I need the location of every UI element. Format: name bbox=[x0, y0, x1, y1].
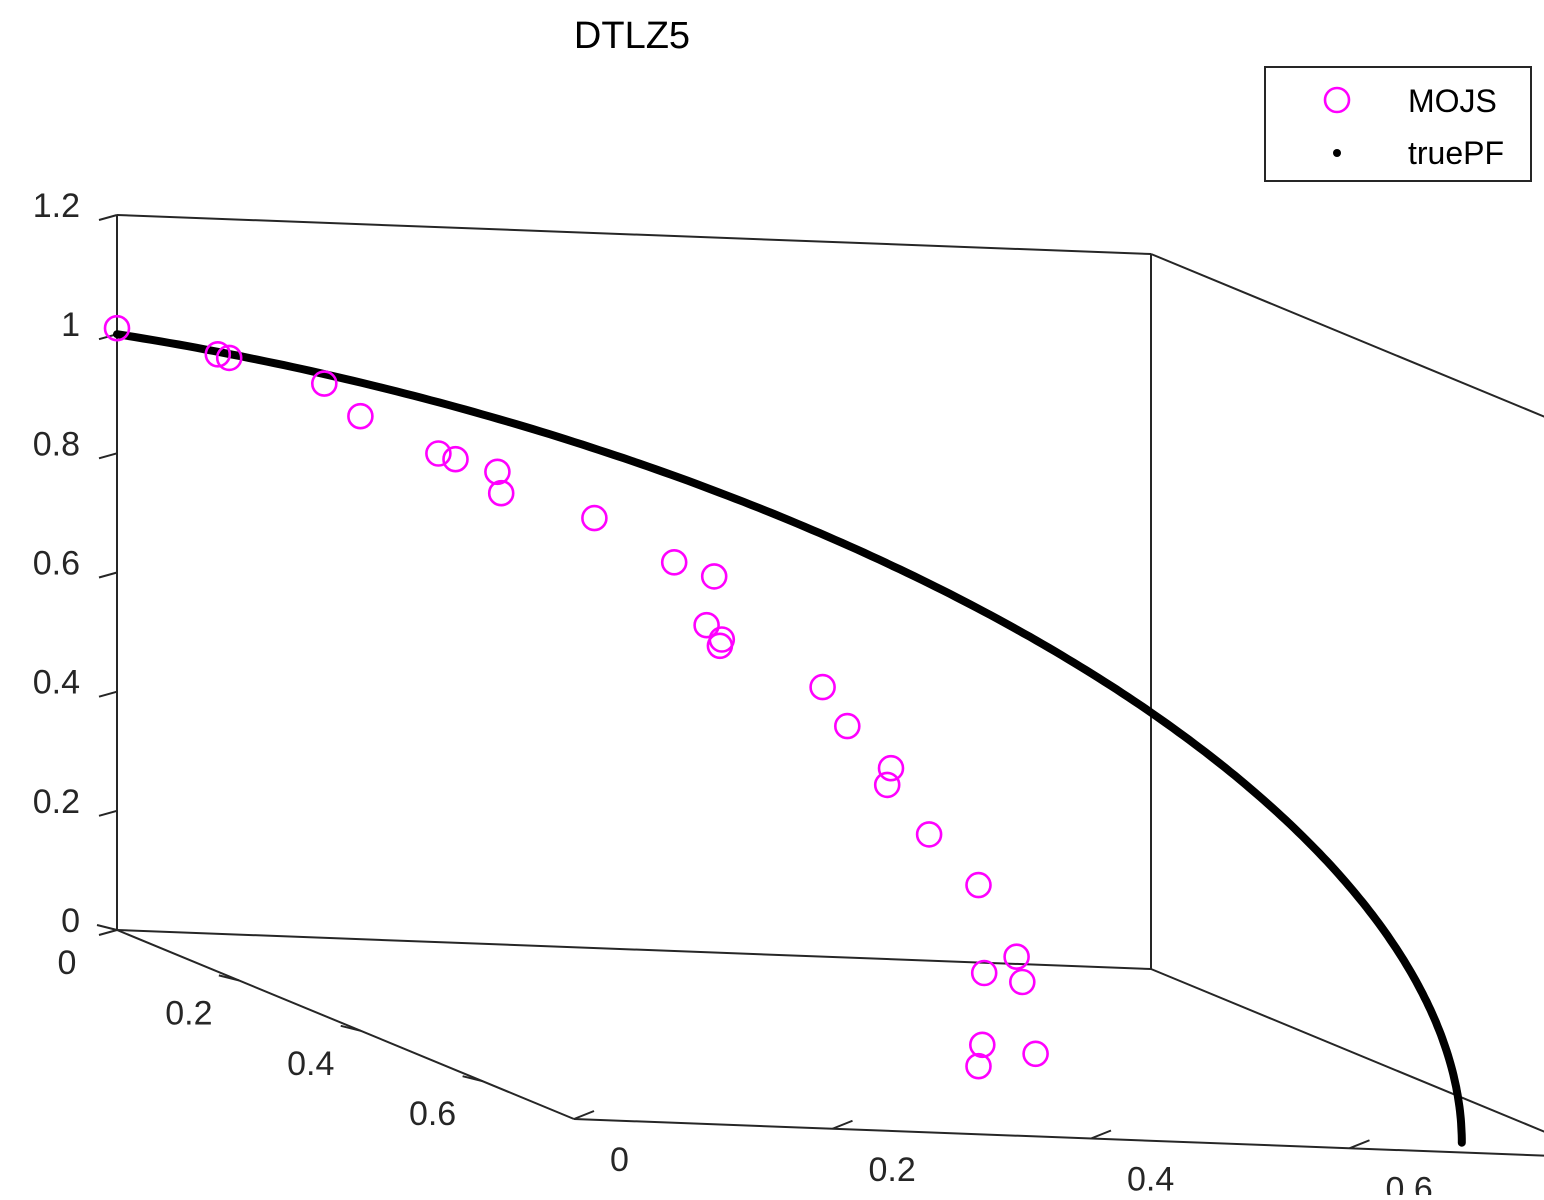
mojs-point bbox=[204, 340, 232, 368]
legend: MOJS truePF bbox=[1264, 66, 1532, 182]
mojs-point bbox=[706, 632, 734, 660]
y-tick-mark bbox=[1349, 1139, 1370, 1150]
z-tick-mark bbox=[98, 452, 118, 460]
axes-box bbox=[116, 214, 1544, 1157]
y-tick-label: 0.6 bbox=[1386, 1170, 1433, 1195]
mojs-point bbox=[968, 1031, 996, 1059]
mojs-point bbox=[915, 821, 943, 848]
x-tick-mark bbox=[96, 924, 118, 931]
mojs-point bbox=[970, 959, 998, 987]
mojs-point bbox=[581, 504, 608, 532]
legend-truepf-marker bbox=[1333, 149, 1341, 157]
mojs-point bbox=[310, 370, 338, 397]
mojs-point bbox=[1022, 1040, 1049, 1068]
x-tick-label: 0 bbox=[58, 944, 77, 982]
mojs-point bbox=[1003, 943, 1030, 971]
mojs-point bbox=[103, 314, 131, 342]
legend-box bbox=[1264, 66, 1532, 182]
legend-mojs-marker bbox=[1323, 86, 1351, 114]
mojs-point bbox=[809, 673, 836, 701]
legend-label-mojs: MOJS bbox=[1408, 83, 1497, 119]
mojs-point bbox=[425, 440, 452, 467]
mojs-point bbox=[833, 712, 861, 740]
axis-ticks: 00.20.40.60.811.200.20.40.600.20.40.60.8 bbox=[33, 187, 1433, 1200]
z-tick-label: 0.8 bbox=[33, 425, 80, 463]
mojs-point bbox=[215, 344, 243, 372]
box-edge-8 bbox=[573, 1118, 1544, 1157]
legend-label-truepf: truePF bbox=[1408, 135, 1504, 171]
y-tick-label: 0.4 bbox=[1127, 1161, 1174, 1196]
x-tick-mark bbox=[218, 974, 240, 982]
mojs-point bbox=[965, 871, 992, 899]
truepf-curve bbox=[113, 330, 1466, 1147]
box-edge-0 bbox=[116, 929, 575, 1120]
chart-title: DTLZ5 bbox=[574, 15, 690, 57]
x-tick-label: 0.4 bbox=[287, 1045, 334, 1083]
mojs-points bbox=[103, 314, 1049, 1080]
mojs-point bbox=[873, 771, 901, 799]
x-tick-mark bbox=[462, 1075, 483, 1083]
mojs-point bbox=[442, 445, 469, 473]
y-tick-mark bbox=[832, 1119, 853, 1130]
mojs-point bbox=[693, 611, 720, 639]
true-pareto-front bbox=[113, 330, 1466, 1147]
mojs-point bbox=[877, 754, 905, 782]
box-edge-4 bbox=[1150, 968, 1544, 1133]
z-tick-label: 0.4 bbox=[33, 664, 80, 702]
mojs-point bbox=[484, 458, 511, 486]
z-tick-mark bbox=[98, 690, 118, 698]
mojs-point bbox=[487, 479, 515, 507]
z-tick-label: 0.6 bbox=[33, 545, 80, 583]
z-tick-label: 0.2 bbox=[33, 783, 80, 821]
box-edge-6 bbox=[1150, 253, 1544, 418]
y-tick-mark bbox=[1090, 1129, 1112, 1140]
x-tick-label: 0.2 bbox=[165, 994, 212, 1032]
y-tick-label: 0 bbox=[610, 1141, 629, 1179]
x-tick-mark bbox=[340, 1024, 361, 1032]
box-edge-1 bbox=[116, 929, 1152, 970]
z-tick-mark bbox=[98, 929, 118, 936]
x-tick-label: 0.6 bbox=[409, 1095, 456, 1133]
z-tick-mark bbox=[98, 214, 118, 221]
box-edge-5 bbox=[116, 214, 1152, 255]
z-tick-mark bbox=[98, 809, 118, 817]
y-tick-label: 0.2 bbox=[869, 1151, 916, 1189]
z-tick-label: 1 bbox=[61, 306, 80, 344]
mojs-point bbox=[660, 548, 688, 576]
mojs-point bbox=[1008, 968, 1036, 996]
z-tick-label: 1.2 bbox=[33, 187, 80, 225]
z-tick-label: 0 bbox=[61, 902, 80, 940]
mojs-point bbox=[700, 563, 728, 590]
mojs-point bbox=[347, 402, 374, 430]
z-tick-mark bbox=[98, 571, 118, 579]
y-tick-mark bbox=[573, 1110, 595, 1120]
mojs-point bbox=[965, 1052, 992, 1080]
